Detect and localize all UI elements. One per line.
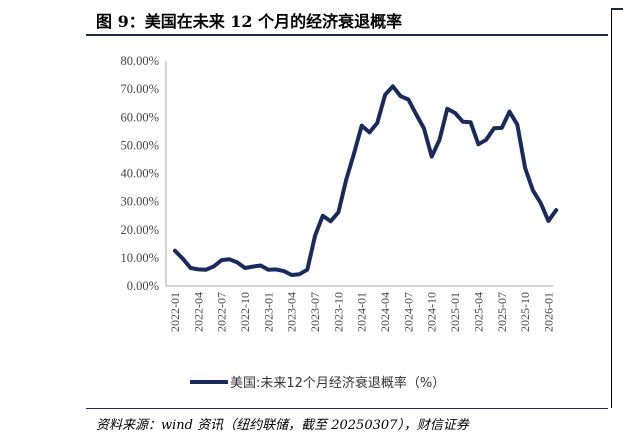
data-point-2023-06 [305, 268, 309, 272]
x-tick-label: 2022-10 [238, 292, 252, 332]
data-point-2025-12 [539, 201, 543, 205]
data-point-2024-06 [399, 94, 403, 98]
x-tick-label: 2025-10 [518, 292, 532, 332]
y-tick-label: 40.00% [120, 167, 159, 181]
data-point-2023-11 [344, 178, 348, 182]
y-tick-label: 30.00% [120, 195, 159, 209]
data-point-2022-06 [212, 264, 216, 268]
data-point-2024-11 [438, 138, 442, 142]
data-point-2023-05 [298, 272, 302, 276]
data-point-2022-04 [196, 267, 200, 271]
x-tick-label: 2023-10 [331, 292, 345, 332]
y-tick-label: 20.00% [120, 223, 159, 237]
data-point-2024-12 [445, 107, 449, 111]
data-point-2023-07 [313, 234, 317, 238]
data-point-2024-04 [383, 93, 387, 97]
x-tick-label: 2022-01 [168, 292, 182, 332]
legend-label: 美国:未来12个月经济衰退概率（%） [230, 375, 445, 391]
x-tick-label: 2023-04 [285, 292, 299, 332]
x-tick-label: 2024-10 [425, 292, 439, 332]
x-tick-label: 2024-07 [401, 292, 415, 332]
data-point-2025-05 [484, 138, 488, 142]
y-tick-label: 60.00% [120, 110, 159, 124]
x-tick-label: 2024-01 [355, 292, 369, 332]
x-tick-label: 2025-07 [495, 292, 509, 332]
data-point-2026-02 [554, 208, 558, 212]
data-point-2024-09 [422, 127, 426, 131]
data-point-2023-09 [329, 219, 333, 223]
data-point-2023-03 [282, 269, 286, 273]
x-tick-label: 2023-01 [261, 292, 275, 332]
data-point-2025-01 [453, 111, 457, 115]
data-point-2025-08 [508, 110, 512, 114]
x-tick-label: 2022-07 [215, 292, 229, 332]
data-point-2025-06 [492, 126, 496, 130]
data-point-2022-09 [235, 260, 239, 264]
data-point-2022-07 [220, 258, 224, 262]
x-tick-label: 2022-04 [191, 292, 205, 332]
x-tick-label: 2025-04 [471, 292, 485, 332]
data-point-2024-05 [391, 84, 395, 88]
data-point-2022-03 [189, 266, 193, 270]
data-point-2022-05 [204, 268, 208, 272]
data-point-2024-08 [414, 112, 418, 116]
data-point-2025-10 [523, 166, 527, 170]
data-point-2022-02 [181, 257, 185, 261]
data-point-2025-02 [461, 120, 465, 124]
y-tick-labels: 0.00% 10.00% 20.00% 30.00% 40.00% 50.00% 60.00… [120, 54, 159, 293]
data-point-2023-10 [336, 210, 340, 214]
x-tick-label: 2025-01 [448, 292, 462, 332]
series-line-recession-probability [173, 84, 559, 277]
y-tick-label: 80.00% [120, 54, 159, 68]
y-tick-label: 70.00% [120, 82, 159, 96]
x-tick-label: 2026-01 [541, 292, 555, 332]
data-point-2022-11 [251, 265, 255, 269]
data-point-2025-07 [500, 126, 504, 130]
data-point-2024-10 [430, 155, 434, 159]
data-point-2025-04 [476, 142, 480, 146]
data-point-2022-01 [173, 249, 177, 253]
source-note: 资料来源：wind 资讯（纽约联储，截至 20250307），财信证券 [96, 418, 469, 433]
adjacent-figure-edge [611, 8, 623, 408]
x-tick-label: 2023-07 [308, 292, 322, 332]
data-point-2026-01 [546, 219, 550, 223]
data-point-2022-12 [259, 264, 263, 268]
title-rule [86, 34, 608, 36]
data-point-2025-11 [531, 188, 535, 192]
x-tick-labels: 2022-01 2022-04 2022-07 2022-10 2023-01 2023-… [168, 292, 555, 332]
source-rule [86, 408, 608, 409]
legend: 美国:未来12个月经济衰退概率（%） [190, 375, 445, 391]
y-tick-label: 0.00% [127, 279, 159, 293]
data-point-2023-02 [274, 267, 278, 271]
y-tick-label: 10.00% [120, 251, 159, 265]
series-points [173, 84, 558, 277]
data-point-2025-03 [469, 120, 473, 124]
data-point-2024-02 [368, 130, 372, 134]
data-point-2022-08 [228, 257, 232, 261]
data-point-2024-01 [360, 124, 364, 128]
data-point-2022-10 [243, 266, 247, 270]
figure-title: 图 9：美国在未来 12 个月的经济衰退概率 [96, 12, 403, 31]
data-point-2024-03 [375, 121, 379, 125]
data-point-2023-12 [352, 152, 356, 156]
x-tick-label: 2024-04 [378, 292, 392, 332]
y-tick-label: 50.00% [120, 138, 159, 152]
data-point-2023-04 [290, 273, 294, 277]
data-point-2025-09 [515, 123, 519, 127]
data-point-2023-08 [321, 214, 325, 218]
data-point-2024-07 [406, 98, 410, 102]
data-point-2023-01 [266, 268, 270, 272]
